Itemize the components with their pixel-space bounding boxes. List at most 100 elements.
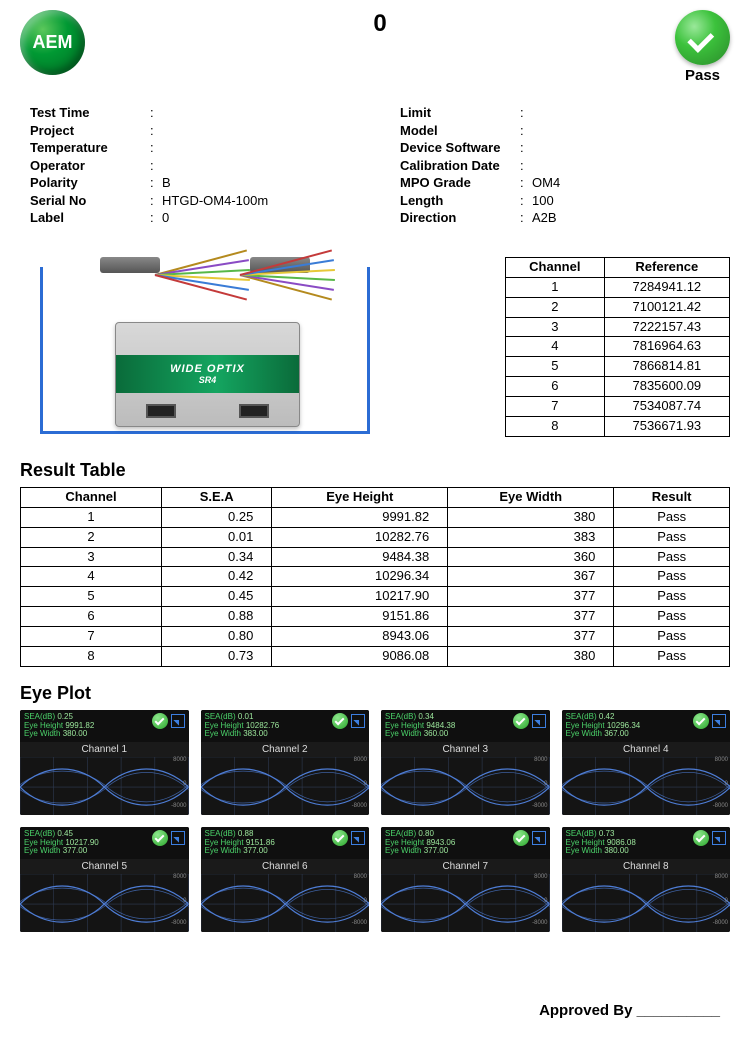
meta-key: Polarity: [30, 174, 150, 192]
eyeplot-stats: SEA(dB) 0.73Eye Height 9086.08Eye Width …: [566, 830, 636, 856]
table-row: 87536671.93: [506, 416, 730, 436]
table-row: 27100121.42: [506, 297, 730, 317]
meta-row: MPO Grade:OM4: [400, 174, 730, 192]
report-header: AEM 0 Pass: [20, 10, 730, 84]
midsection: AEM WIDE OPTIX SR4 ChannelReference17284…: [20, 237, 730, 442]
eyeplot-channel-label: Channel 3: [381, 742, 550, 757]
eyeplot-channel-label: Channel 7: [381, 859, 550, 874]
result-header: Channel: [21, 487, 162, 507]
checkmark-icon: [513, 713, 529, 729]
meta-key: Model: [400, 122, 520, 140]
eyeplot-card: SEA(dB) 0.80Eye Height 8943.06Eye Width …: [381, 827, 550, 932]
eyeplot-chart: 80000-8000: [562, 874, 731, 932]
checkmark-icon: [332, 830, 348, 846]
eyeplot-chart: 80000-8000: [381, 757, 550, 815]
expand-icon[interactable]: [351, 714, 365, 728]
table-row: 80.739086.08380Pass: [21, 646, 730, 666]
aem-logo: AEM: [20, 10, 85, 75]
eyeplot-chart: 80000-8000: [201, 757, 370, 815]
eyeplot-card: SEA(dB) 0.01Eye Height 10282.76Eye Width…: [201, 710, 370, 815]
meta-val: 0: [162, 209, 360, 227]
meta-row: Serial No:HTGD-OM4-100m: [30, 192, 360, 210]
ref-header: Reference: [604, 257, 729, 277]
eyeplot-stats: SEA(dB) 0.01Eye Height 10282.76Eye Width…: [205, 713, 280, 739]
eyeplot-chart: 80000-8000: [20, 874, 189, 932]
eyeplot-channel-label: Channel 5: [20, 859, 189, 874]
meta-row: Polarity:B: [30, 174, 360, 192]
expand-icon[interactable]: [532, 714, 546, 728]
meta-row: Length:100: [400, 192, 730, 210]
table-row: 40.4210296.34367Pass: [21, 567, 730, 587]
page-title: 0: [85, 10, 675, 38]
result-header: Eye Height: [272, 487, 448, 507]
device-illustration: AEM WIDE OPTIX SR4: [20, 237, 390, 442]
table-row: 67835600.09: [506, 377, 730, 397]
meta-val: HTGD-OM4-100m: [162, 192, 360, 210]
port-icon: [146, 404, 176, 418]
table-row: 10.259991.82380Pass: [21, 507, 730, 527]
meta-val: [162, 104, 360, 122]
table-row: 57866814.81: [506, 357, 730, 377]
meta-key: Length: [400, 192, 520, 210]
meta-key: Test Time: [30, 104, 150, 122]
device-name: WIDE OPTIX: [170, 363, 245, 375]
meta-key: MPO Grade: [400, 174, 520, 192]
metadata-left: Test Time:Project:Temperature:Operator:P…: [30, 104, 360, 227]
eyeplot-chart: 80000-8000: [562, 757, 731, 815]
checkmark-icon: [693, 830, 709, 846]
eyeplot-chart: 80000-8000: [201, 874, 370, 932]
eyeplot-channel-label: Channel 4: [562, 742, 731, 757]
meta-val: [532, 122, 730, 140]
eyeplot-chart: 80000-8000: [381, 874, 550, 932]
pass-label: Pass: [675, 67, 730, 84]
eyeplot-channel-label: Channel 2: [201, 742, 370, 757]
expand-icon[interactable]: [712, 831, 726, 845]
eyeplot-stats: SEA(dB) 0.42Eye Height 10296.34Eye Width…: [566, 713, 641, 739]
expand-icon[interactable]: [171, 831, 185, 845]
meta-row: Model:: [400, 122, 730, 140]
meta-row: Project:: [30, 122, 360, 140]
meta-val: [162, 139, 360, 157]
meta-row: Direction:A2B: [400, 209, 730, 227]
meta-key: Project: [30, 122, 150, 140]
eyeplot-card: SEA(dB) 0.45Eye Height 10217.90Eye Width…: [20, 827, 189, 932]
approved-by: Approved By __________: [20, 1002, 730, 1019]
eyeplot-card: SEA(dB) 0.25Eye Height 9991.82Eye Width …: [20, 710, 189, 815]
table-row: 30.349484.38360Pass: [21, 547, 730, 567]
table-row: 50.4510217.90377Pass: [21, 587, 730, 607]
meta-key: Limit: [400, 104, 520, 122]
metadata-grid: Test Time:Project:Temperature:Operator:P…: [30, 104, 730, 227]
eyeplot-stats: SEA(dB) 0.25Eye Height 9991.82Eye Width …: [24, 713, 94, 739]
eyeplot-card: SEA(dB) 0.42Eye Height 10296.34Eye Width…: [562, 710, 731, 815]
port-icon: [239, 404, 269, 418]
meta-val: A2B: [532, 209, 730, 227]
reference-table-wrap: ChannelReference17284941.1227100121.4237…: [505, 257, 730, 437]
expand-icon[interactable]: [712, 714, 726, 728]
checkmark-icon: [332, 713, 348, 729]
eyeplot-title: Eye Plot: [20, 683, 730, 704]
eyeplot-channel-label: Channel 1: [20, 742, 189, 757]
meta-key: Temperature: [30, 139, 150, 157]
table-row: 70.808943.06377Pass: [21, 627, 730, 647]
eyeplot-chart: 80000-8000: [20, 757, 189, 815]
table-row: 20.0110282.76383Pass: [21, 527, 730, 547]
table-row: 60.889151.86377Pass: [21, 607, 730, 627]
checkmark-icon: [675, 10, 730, 65]
eyeplot-stats: SEA(dB) 0.80Eye Height 8943.06Eye Width …: [385, 830, 455, 856]
eyeplot-channel-label: Channel 8: [562, 859, 731, 874]
meta-row: Calibration Date:: [400, 157, 730, 175]
meta-row: Test Time:: [30, 104, 360, 122]
connector-icon: [100, 257, 160, 273]
meta-row: Label:0: [30, 209, 360, 227]
expand-icon[interactable]: [351, 831, 365, 845]
expand-icon[interactable]: [171, 714, 185, 728]
eyeplot-channel-label: Channel 6: [201, 859, 370, 874]
result-header: Result: [614, 487, 730, 507]
result-table-title: Result Table: [20, 460, 730, 481]
device-sub: SR4: [199, 375, 217, 385]
expand-icon[interactable]: [532, 831, 546, 845]
pass-badge: Pass: [675, 10, 730, 84]
eyeplot-card: SEA(dB) 0.73Eye Height 9086.08Eye Width …: [562, 827, 731, 932]
meta-val: 100: [532, 192, 730, 210]
result-header: S.E.A: [162, 487, 272, 507]
